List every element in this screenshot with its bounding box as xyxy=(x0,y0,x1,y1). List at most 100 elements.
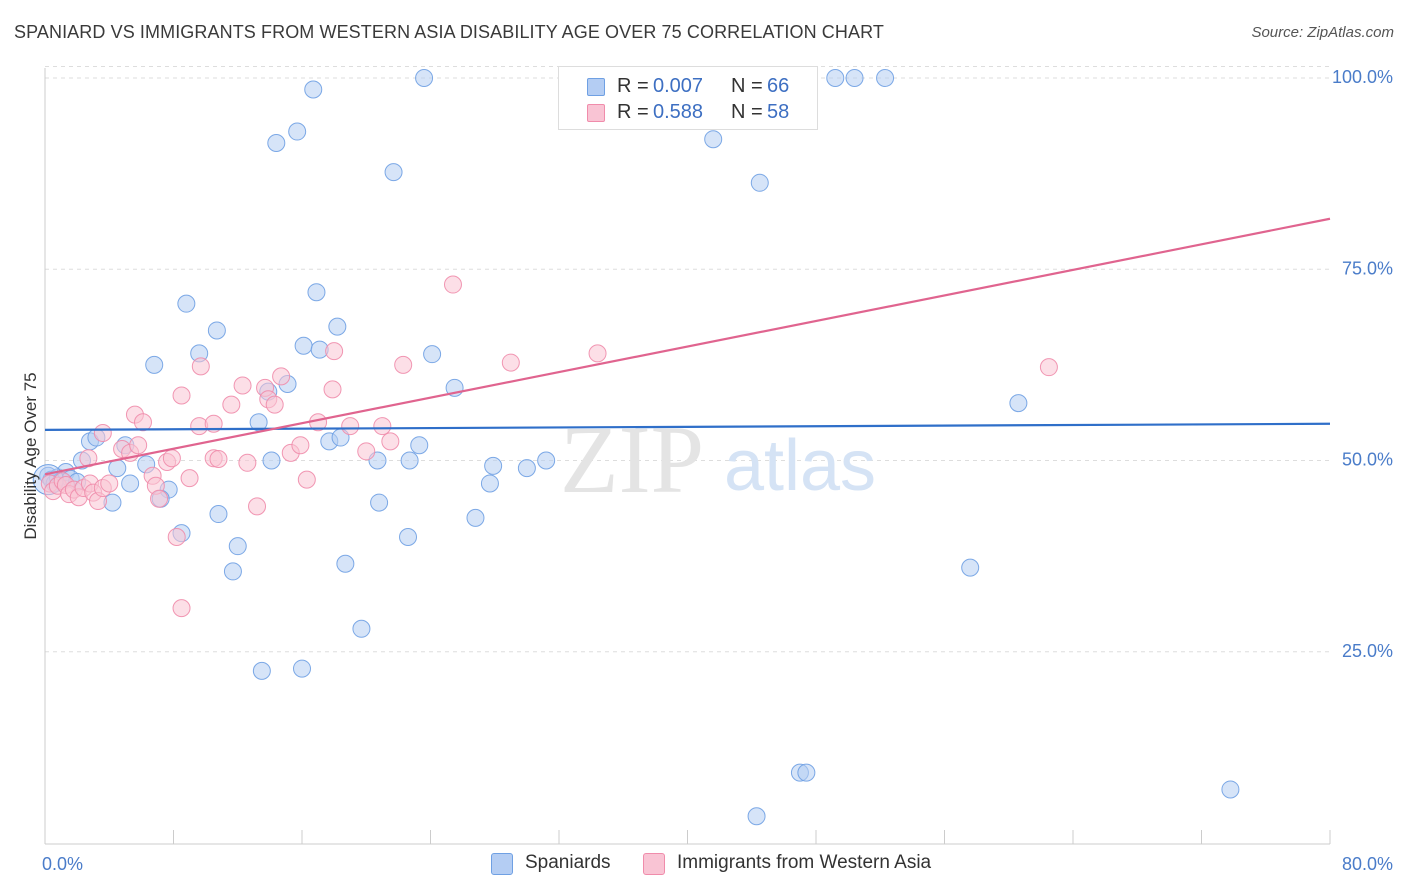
series-legend: Spaniards Immigrants from Western Asia xyxy=(0,852,1406,878)
spaniards-point xyxy=(336,554,355,573)
immigrants-point xyxy=(265,395,284,414)
immigrants-point xyxy=(325,342,344,361)
spaniards-point xyxy=(1009,394,1028,413)
spaniards-point xyxy=(961,558,980,577)
legend-n-value: 66 xyxy=(767,75,790,97)
spaniards-trend-line xyxy=(44,422,1331,431)
spaniards-point xyxy=(228,537,247,556)
immigrants-trend-line xyxy=(44,217,1331,476)
immigrants-point xyxy=(297,470,316,489)
watermark-zip: ZIP xyxy=(560,406,704,513)
y-tick-label: 75.0% xyxy=(1342,258,1393,278)
spaniards-point xyxy=(484,456,503,475)
immigrants-point xyxy=(588,344,607,363)
y-axis-title: Disability Age Over 75 xyxy=(21,372,40,539)
spaniards-point xyxy=(466,508,485,527)
immigrants-point xyxy=(291,436,310,455)
spaniards-point xyxy=(304,80,323,99)
spaniards-point xyxy=(400,451,419,470)
legend-n-label: N = xyxy=(731,101,763,123)
immigrants-point xyxy=(341,417,360,436)
immigrants-point xyxy=(191,357,210,376)
spaniards-point xyxy=(517,459,536,478)
spaniards-point xyxy=(293,659,311,678)
immigrants-point xyxy=(238,453,257,472)
axes xyxy=(44,68,1331,845)
spaniards-point xyxy=(370,493,389,512)
immigrants-points xyxy=(40,275,1058,618)
immigrants-point xyxy=(381,432,400,451)
x-tick-label-max: 80.0% xyxy=(1342,854,1393,874)
immigrants-point xyxy=(233,376,252,395)
immigrants-point xyxy=(443,275,462,294)
immigrants-point xyxy=(209,449,228,468)
immigrants-point xyxy=(129,436,148,455)
spaniards-point xyxy=(415,69,434,87)
legend-label-spaniards: Spaniards xyxy=(525,852,611,873)
legend-r-value: 0.007 xyxy=(653,75,704,97)
legend-row-spaniards: R = 0.007 N = 66 xyxy=(559,75,817,101)
legend-row-immigrants: R = 0.588 N = 58 xyxy=(559,101,817,127)
legend-n-label: N = xyxy=(731,75,763,97)
spaniards-point xyxy=(307,283,326,302)
spaniards-point xyxy=(223,562,242,581)
immigrants-point xyxy=(100,474,119,493)
spaniards-point xyxy=(121,474,140,493)
immigrants-point xyxy=(180,469,199,488)
legend-swatch-immigrants xyxy=(587,104,605,122)
immigrants-point xyxy=(150,489,169,508)
spaniards-point xyxy=(537,451,556,470)
watermark-atlas: atlas xyxy=(724,426,876,506)
legend-r-label: R = xyxy=(617,101,649,123)
source-label: Source: ZipAtlas.com xyxy=(1251,24,1394,41)
immigrants-point xyxy=(172,386,191,405)
immigrants-point xyxy=(501,353,520,372)
spaniards-point xyxy=(826,69,845,87)
spaniards-point xyxy=(328,317,347,336)
spaniards-point xyxy=(1221,780,1240,799)
immigrants-point xyxy=(133,413,152,432)
immigrants-point xyxy=(172,599,191,618)
immigrants-point xyxy=(222,395,241,414)
spaniards-point xyxy=(750,173,769,192)
y-tick-label: 25.0% xyxy=(1342,641,1393,661)
legend-n-value: 58 xyxy=(767,101,790,123)
spaniards-point xyxy=(262,451,281,470)
spaniards-point xyxy=(288,122,307,141)
legend-swatch-spaniards xyxy=(491,853,513,875)
spaniards-point xyxy=(207,321,226,340)
spaniards-point xyxy=(876,69,895,87)
spaniards-point xyxy=(177,294,196,313)
spaniards-point xyxy=(267,134,286,153)
immigrants-point xyxy=(272,367,291,386)
immigrants-point xyxy=(248,497,267,516)
immigrants-point xyxy=(373,417,392,436)
spaniards-point xyxy=(423,345,442,364)
spaniards-point xyxy=(747,807,766,826)
spaniards-point xyxy=(480,474,499,493)
immigrants-point xyxy=(323,380,342,399)
y-tick-label: 50.0% xyxy=(1342,450,1393,470)
spaniards-point xyxy=(294,336,313,355)
spaniards-point xyxy=(352,619,371,638)
correlation-legend: R = 0.007 N = 66 R = 0.588 N = 58 xyxy=(558,66,818,130)
spaniards-point xyxy=(399,528,418,546)
y-tick-label: 100.0% xyxy=(1332,67,1393,87)
spaniards-point xyxy=(145,355,164,374)
spaniards-point xyxy=(410,436,429,455)
immigrants-point xyxy=(1039,358,1058,377)
legend-r-label: R = xyxy=(617,75,649,97)
spaniards-point xyxy=(384,163,403,182)
immigrants-point xyxy=(93,423,112,442)
immigrants-point xyxy=(357,442,376,461)
trend-lines xyxy=(44,217,1331,476)
legend-swatch-spaniards xyxy=(587,78,605,96)
x-tick-label-min: 0.0% xyxy=(42,854,83,874)
legend-label-immigrants: Immigrants from Western Asia xyxy=(677,852,932,873)
legend-swatch-immigrants xyxy=(643,853,665,875)
spaniards-point xyxy=(252,661,271,680)
immigrants-point xyxy=(162,449,181,468)
chart-title: SPANIARD VS IMMIGRANTS FROM WESTERN ASIA… xyxy=(14,22,884,42)
tick-labels: 25.0% 50.0% 75.0% 100.0% 0.0% 80.0% xyxy=(42,67,1393,874)
